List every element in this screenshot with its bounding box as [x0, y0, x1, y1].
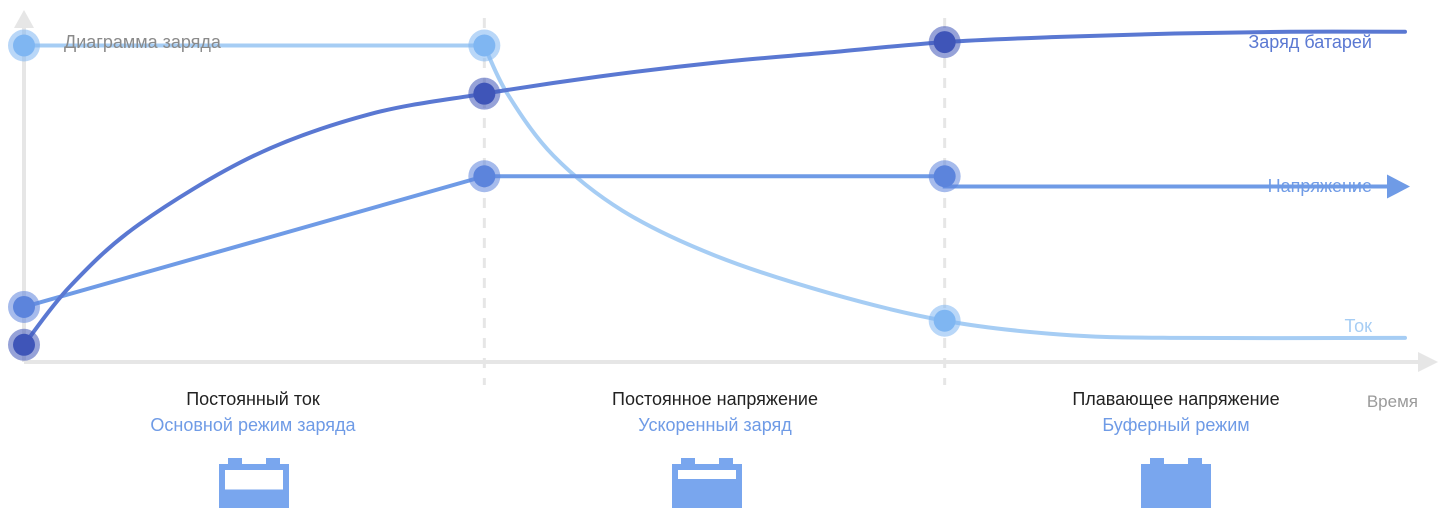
series-label-current: Ток	[1345, 316, 1373, 336]
battery-terminal	[266, 458, 280, 466]
stage-subtitle: Ускоренный заряд	[638, 415, 792, 435]
stage-title: Плавающее напряжение	[1072, 389, 1280, 409]
stage-constant-voltage: Постоянное напряжение Ускоренный заряд	[550, 386, 880, 438]
stage-title: Постоянный ток	[186, 389, 320, 409]
battery-body	[1141, 464, 1211, 508]
series-label-charge: Заряд батарей	[1248, 32, 1372, 52]
series-line-charge	[22, 29, 1407, 347]
data-point	[933, 309, 956, 332]
stage-subtitle: Основной режим заряда	[150, 415, 356, 435]
stage-subtitle: Буферный режим	[1102, 415, 1250, 435]
voltage-arrow	[1387, 174, 1410, 199]
data-point	[13, 333, 35, 356]
series-line-current	[22, 43, 1407, 341]
battery-empty-area	[225, 470, 283, 490]
battery-icon	[672, 458, 742, 508]
data-point	[933, 165, 956, 188]
battery-empty-area	[678, 470, 736, 479]
data-point	[933, 31, 956, 54]
data-point	[13, 295, 35, 318]
y-axis-arrow	[14, 10, 34, 28]
series-line-voltage	[22, 174, 1407, 309]
data-point	[13, 34, 35, 57]
x-axis-label: Время	[1367, 392, 1418, 411]
battery-icon	[219, 458, 289, 508]
data-point	[473, 165, 496, 188]
battery-icon	[1141, 458, 1211, 508]
series-label-voltage: Напряжение	[1268, 176, 1372, 196]
battery-terminal	[681, 458, 695, 466]
data-point	[473, 34, 496, 57]
chart-title: Диаграмма заряда	[64, 32, 222, 52]
stage-constant-current: Постоянный ток Основной режим заряда	[88, 386, 418, 438]
stage-title: Постоянное напряжение	[612, 389, 818, 409]
stage-float-voltage: Плавающее напряжение Буферный режим	[1011, 386, 1341, 438]
x-axis-arrow	[1418, 352, 1438, 372]
battery-terminal	[228, 458, 242, 466]
battery-terminal	[1188, 458, 1202, 466]
battery-terminal	[719, 458, 733, 466]
data-point	[473, 82, 496, 105]
battery-terminal	[1150, 458, 1164, 466]
